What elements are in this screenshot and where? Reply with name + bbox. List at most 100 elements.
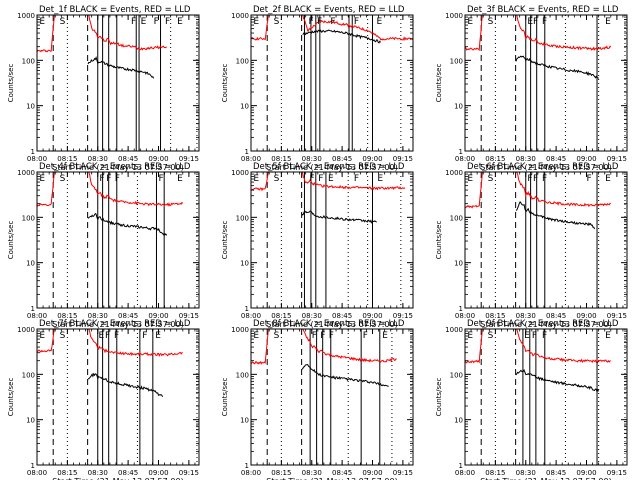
x-tick-label: 08:00: [241, 155, 261, 163]
y-axis-label: Counts/sec: [435, 221, 443, 260]
y-tick-label: 10: [240, 260, 249, 268]
segment-letter: E: [524, 331, 530, 341]
y-tick-label: 10: [454, 103, 463, 111]
x-tick-label: 09:00: [148, 469, 168, 477]
x-tick-label: 08:15: [271, 155, 291, 163]
x-tick-label: 09:15: [179, 469, 199, 477]
x-axis-label: Start Time (21-May-13 07:57:00): [480, 163, 611, 172]
x-axis-label: Start Time (21-May-13 07:57:00): [266, 477, 397, 480]
x-tick-label: 08:45: [546, 469, 566, 477]
x-tick-label: 08:15: [57, 312, 77, 320]
y-tick-label: 1: [459, 305, 463, 313]
segment-letter: S: [60, 17, 66, 27]
series-group: [465, 172, 611, 230]
y-tick-label: 10: [26, 260, 35, 268]
segment-letter: E: [467, 17, 473, 27]
segment-letter: E: [177, 174, 183, 184]
series-line-lld: [37, 15, 167, 53]
y-tick-label: 100: [22, 214, 35, 222]
series-group: [251, 15, 413, 44]
chart-title: Det_3f BLACK = Events, RED = LLD: [467, 5, 619, 15]
segment-letter: F: [142, 331, 147, 341]
segment-letter: F: [114, 331, 119, 341]
x-axis-label: Start Time (21-May-13 07:57:00): [52, 477, 183, 480]
series-line-events: [301, 364, 389, 387]
series-group: [465, 15, 612, 79]
y-tick-label: 1000: [17, 12, 35, 20]
x-tick-label: 08:30: [516, 312, 536, 320]
x-tick-label: 09:00: [148, 312, 168, 320]
segment-letter: F: [154, 17, 159, 27]
x-axis-label: Start Time (21-May-13 07:57:00): [480, 320, 611, 329]
y-axis-label: Counts/sec: [7, 64, 15, 103]
y-tick-label: 100: [22, 57, 35, 65]
y-tick-label: 100: [450, 57, 463, 65]
x-tick-label: 09:00: [362, 155, 382, 163]
plot-frame: [36, 328, 200, 466]
x-tick-label: 08:15: [485, 312, 505, 320]
segment-letter: F: [532, 331, 537, 341]
segment-letter: F: [329, 331, 334, 341]
y-tick-label: 10: [240, 417, 249, 425]
x-tick-label: 08:30: [302, 155, 322, 163]
segment-letter: F: [354, 17, 359, 27]
plot-frame: [36, 171, 200, 309]
x-tick-label: 08:45: [546, 155, 566, 163]
segment-letter: F: [542, 331, 547, 341]
segment-letter: E: [177, 17, 183, 27]
chart-title: Det_6f BLACK = Events, RED = LLD: [467, 162, 619, 172]
series-group: [251, 172, 406, 224]
series-line-lld: [465, 172, 611, 209]
series-line-events: [87, 212, 168, 236]
x-axis-label: Start Time (21-May-13 07:57:00): [480, 477, 611, 480]
y-tick-label: 1000: [445, 326, 463, 334]
segment-letter: E: [377, 17, 383, 27]
chart-title: Det_4f BLACK = Events, RED = LLD: [39, 162, 191, 172]
y-axis-label: Counts/sec: [435, 378, 443, 417]
y-tick-label: 100: [22, 371, 35, 379]
segment-letter: F: [105, 331, 110, 341]
x-tick-label: 09:00: [148, 155, 168, 163]
x-tick-label: 08:00: [241, 469, 261, 477]
y-tick-label: 1: [31, 148, 35, 156]
chart-title: Det_7f BLACK = Events, RED = LLD: [39, 319, 191, 329]
y-tick-label: 1: [245, 305, 249, 313]
series-line-lld: [37, 172, 184, 207]
segment-markers: [52, 172, 198, 308]
y-tick-label: 10: [454, 260, 463, 268]
x-tick-label: 08:00: [455, 312, 475, 320]
y-tick-label: 100: [450, 214, 463, 222]
y-tick-label: 1000: [445, 12, 463, 20]
segment-letter: F: [106, 174, 111, 184]
y-tick-label: 1: [459, 148, 463, 156]
chart-title: Det_8f BLACK = Events, RED = LLD: [253, 319, 405, 329]
segment-letter: S: [274, 174, 280, 184]
segment-letter: E: [253, 331, 259, 341]
x-tick-label: 08:15: [271, 312, 291, 320]
y-tick-label: 100: [236, 57, 249, 65]
segment-letter: E: [141, 17, 147, 27]
x-tick-label: 08:30: [516, 469, 536, 477]
x-tick-label: 08:15: [271, 469, 291, 477]
segment-letter: S: [274, 17, 280, 27]
x-tick-label: 09:00: [362, 469, 382, 477]
y-axis-label: Counts/sec: [221, 378, 229, 417]
segment-letter: E: [605, 174, 611, 184]
y-tick-label: 100: [236, 371, 249, 379]
segment-letter: S: [274, 331, 280, 341]
segment-letter: E: [467, 174, 473, 184]
segment-letter: F: [317, 17, 322, 27]
segment-markers: [480, 172, 626, 308]
plot-frame: [250, 14, 414, 152]
y-tick-label: 100: [450, 371, 463, 379]
x-tick-label: 09:15: [393, 155, 413, 163]
segment-markers: [480, 15, 626, 151]
x-tick-label: 08:30: [302, 312, 322, 320]
